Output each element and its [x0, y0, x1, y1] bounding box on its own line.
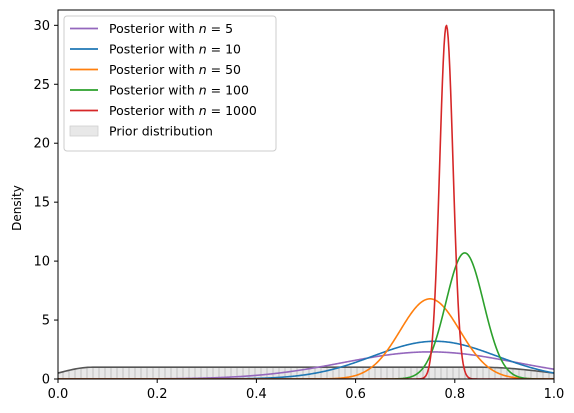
legend-label-prefix: Posterior with — [109, 42, 199, 57]
plot-frame — [57, 9, 555, 380]
prior-line — [58, 366, 554, 374]
x-tick-label: 0.4 — [246, 387, 267, 402]
series-line-n100 — [58, 252, 554, 379]
legend-label-prefix: Posterior with — [109, 62, 199, 77]
legend-label-n1000: Posterior with n = 1000 — [109, 103, 257, 118]
legend-label-n100: Posterior with n = 100 — [109, 83, 249, 98]
legend-label-prior: Prior distribution — [109, 124, 213, 139]
x-tick-label: 0.6 — [345, 387, 366, 402]
legend-label-n5: Posterior with n = 5 — [109, 21, 233, 36]
prior-hatch — [58, 367, 554, 379]
legend-label-n-value: 10 — [225, 42, 241, 57]
y-tick-label: 20 — [33, 137, 50, 152]
legend-label-n-symbol: n — [199, 83, 207, 98]
x-tick-label: 0.8 — [444, 387, 465, 402]
legend-label-equals: = — [207, 42, 225, 57]
legend-label-equals: = — [207, 83, 225, 98]
legend-frame — [63, 15, 277, 152]
y-tick-label: 0 — [42, 373, 50, 388]
legend-label-n-value: 50 — [225, 62, 241, 77]
y-tick-label: 10 — [33, 255, 50, 270]
legend-swatch-prior — [69, 125, 99, 137]
legend-label-equals: = — [207, 103, 225, 118]
x-tick-label: 0.0 — [48, 387, 69, 402]
legend-label-n-value: 5 — [225, 21, 233, 36]
prior-distribution-layer — [58, 366, 554, 379]
y-axis: 0 5 10 15 20 25 30 — [33, 19, 58, 388]
legend-label-n-symbol: n — [199, 42, 207, 57]
y-tick-label: 15 — [33, 196, 50, 211]
legend-label-n10: Posterior with n = 10 — [109, 42, 241, 57]
legend-label-n-symbol: n — [199, 21, 207, 36]
legend-label-n-value: 1000 — [225, 103, 257, 118]
legend-label-n50: Posterior with n = 50 — [109, 62, 241, 77]
legend-label-equals: = — [207, 62, 225, 77]
legend-label-prefix: Posterior with — [109, 103, 199, 118]
x-tick-label: 1.0 — [544, 387, 565, 402]
x-tick-label: 0.2 — [147, 387, 168, 402]
legend-label-n-symbol: n — [199, 62, 207, 77]
x-axis: 0.0 0.2 0.4 0.6 0.8 1.0 — [48, 379, 565, 402]
y-tick-label: 30 — [33, 19, 50, 34]
y-tick-label: 25 — [33, 78, 50, 93]
legend-label-prefix: Posterior with — [109, 83, 199, 98]
legend-label-n-value: 100 — [225, 83, 249, 98]
legend-label-n-symbol: n — [199, 103, 207, 118]
y-axis-label: Density — [10, 185, 24, 231]
y-tick-label: 5 — [42, 314, 50, 329]
legend-label-prefix: Posterior with — [109, 21, 199, 36]
legend-label-equals: = — [207, 21, 225, 36]
